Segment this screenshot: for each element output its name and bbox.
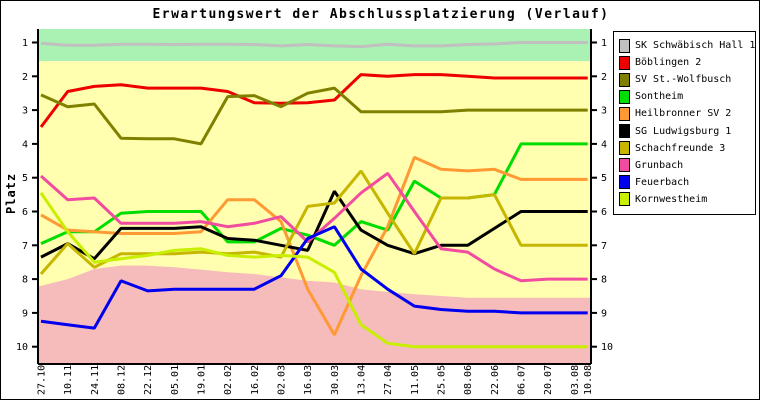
x-tick-label: 22.06 xyxy=(490,365,501,395)
series-line-sv-st-wolfbusch xyxy=(40,86,588,146)
y-tick-label-right: 5 xyxy=(601,173,607,184)
legend-swatch xyxy=(619,55,630,70)
legend-label: Schachfreunde 3 xyxy=(635,142,726,154)
y-axis-title: Platz xyxy=(4,173,18,214)
x-tick-label: 06.07 xyxy=(517,365,528,395)
legend-swatch xyxy=(619,72,630,87)
x-tick-label: 08.06 xyxy=(463,365,474,395)
series-line-sontheim xyxy=(40,142,588,247)
y-tick-label-right: 9 xyxy=(601,308,607,319)
legend-label: SV St.-Wolfbusch xyxy=(635,74,732,86)
legend-item: SK Schwäbisch Hall 1 xyxy=(619,37,755,54)
y-tick-label-right: 4 xyxy=(601,139,607,150)
legend-swatch xyxy=(619,124,630,139)
legend-label: Heilbronner SV 2 xyxy=(635,108,732,120)
y-tick-label-right: 2 xyxy=(601,72,607,83)
y-tick-label-right: 7 xyxy=(601,241,607,252)
y-tick-label-right: 1 xyxy=(601,38,607,49)
legend-label: Sontheim xyxy=(635,91,684,103)
x-tick-label: 27.10 xyxy=(37,365,48,395)
x-tick-label: 03.08 xyxy=(570,365,581,395)
legend-swatch xyxy=(619,158,630,173)
y-tick-label-right: 10 xyxy=(601,342,613,353)
legend-swatch xyxy=(619,38,630,53)
y-tick-label-left: 4 xyxy=(22,139,28,150)
x-tick-label: 02.03 xyxy=(277,365,288,395)
legend-label: Feuerbach xyxy=(635,176,690,188)
x-tick-label: 10.11 xyxy=(63,365,74,395)
x-tick-label: 13.04 xyxy=(357,365,368,395)
x-tick-label: 30.03 xyxy=(330,365,341,395)
legend-item: SV St.-Wolfbusch xyxy=(619,71,755,88)
legend-item: Feuerbach xyxy=(619,174,755,191)
legend-label: Grunbach xyxy=(635,159,684,171)
y-tick-label-left: 10 xyxy=(16,342,28,353)
y-tick-label-left: 3 xyxy=(22,106,28,117)
x-tick-label: 10.08 xyxy=(583,365,594,395)
legend-item: Schachfreunde 3 xyxy=(619,140,755,157)
y-tick-label-left: 5 xyxy=(22,173,28,184)
legend-item: Grunbach xyxy=(619,157,755,174)
x-tick-label: 24.11 xyxy=(90,365,101,395)
x-tick-label: 22.12 xyxy=(143,365,154,395)
legend-item: SG Ludwigsburg 1 xyxy=(619,122,755,139)
legend-item: Böblingen 2 xyxy=(619,54,755,71)
y-tick-label-left: 8 xyxy=(22,275,28,286)
series-line-schachfreunde-3 xyxy=(39,169,588,275)
x-tick-label: 11.05 xyxy=(410,365,421,395)
series-line-grunbach xyxy=(40,172,588,283)
legend-swatch xyxy=(619,89,630,104)
x-tick-label: 08.12 xyxy=(117,365,128,395)
legend-item: Kornwestheim xyxy=(619,191,755,208)
legend-label: Kornwestheim xyxy=(635,193,708,205)
x-tick-label: 02.02 xyxy=(223,365,234,395)
legend-swatch xyxy=(619,141,630,156)
y-tick-label-right: 6 xyxy=(601,207,607,218)
legend-label: SG Ludwigsburg 1 xyxy=(635,125,732,137)
y-tick-label-left: 6 xyxy=(22,207,28,218)
series-line-feuerbach xyxy=(40,225,588,330)
x-tick-label: 27.04 xyxy=(383,365,394,395)
series-line-kornwestheim xyxy=(39,192,588,349)
legend-swatch xyxy=(619,175,630,190)
x-tick-label: 19.01 xyxy=(197,365,208,395)
y-tick-label-right: 8 xyxy=(601,275,607,286)
x-tick-label: 16.03 xyxy=(303,365,314,395)
x-tick-label: 25.05 xyxy=(437,365,448,395)
y-tick-label-left: 2 xyxy=(22,72,28,83)
chart-title: Erwartungswert der Abschlussplatzierung … xyxy=(152,7,610,22)
legend-label: SK Schwäbisch Hall 1 xyxy=(635,40,756,52)
y-tick-label-left: 9 xyxy=(22,308,28,319)
x-tick-label: 05.01 xyxy=(170,365,181,395)
series-line-heilbronner-sv-2 xyxy=(40,156,588,336)
legend-item: Heilbronner SV 2 xyxy=(619,105,755,122)
legend-swatch xyxy=(619,192,630,207)
series-line-sk-schw-bisch-hall-1 xyxy=(40,41,588,49)
legend-item: Sontheim xyxy=(619,88,755,105)
legend-label: Böblingen 2 xyxy=(635,57,702,69)
x-tick-label: 20.07 xyxy=(543,365,554,395)
y-tick-label-left: 1 xyxy=(22,38,28,49)
y-tick-label-left: 7 xyxy=(22,241,28,252)
legend: SK Schwäbisch Hall 1 Böblingen 2 SV St.-Wo… xyxy=(613,31,756,215)
legend-swatch xyxy=(619,106,630,121)
y-tick-label-right: 3 xyxy=(601,106,607,117)
x-tick-label: 16.02 xyxy=(250,365,261,395)
series-line-b-blingen-2 xyxy=(39,73,588,128)
